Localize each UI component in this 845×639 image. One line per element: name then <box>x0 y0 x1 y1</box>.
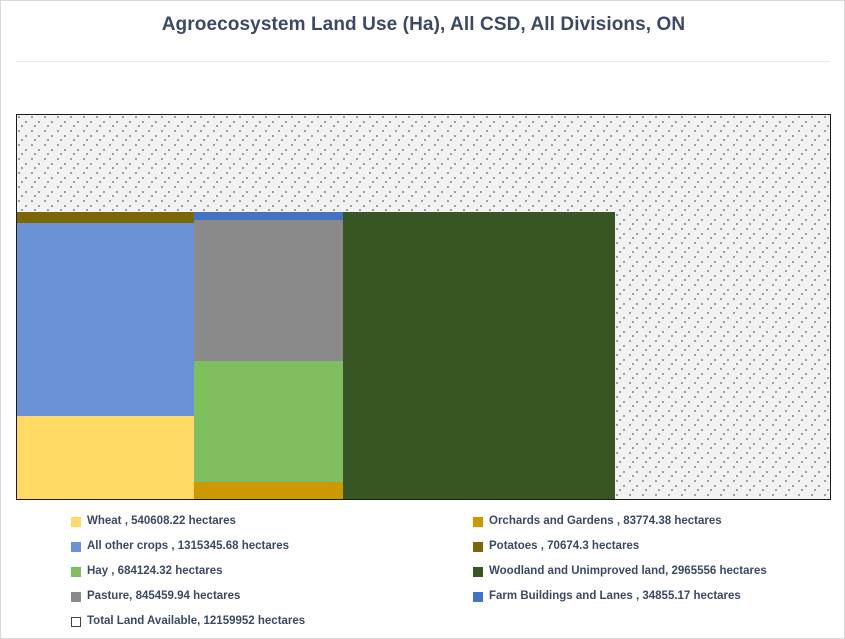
treemap-block-woodland-and-unimproved-land[interactable] <box>343 212 615 499</box>
legend-label-hay: Hay , 684124.32 hectares <box>87 564 223 577</box>
legend-label-wheat: Wheat , 540608.22 hectares <box>87 514 236 527</box>
legend-swatch-farm-buildings-and-lanes-icon <box>473 591 483 602</box>
legend-label-pasture: Pasture, 845459.94 hectares <box>87 589 241 602</box>
legend-swatch-wheat-icon <box>71 516 81 527</box>
legend-item-potatoes[interactable]: Potatoes , 70674.3 hectares <box>473 534 843 559</box>
treemap-block-farm-buildings-and-lanes[interactable] <box>194 212 343 220</box>
chart-title: Agroecosystem Land Use (Ha), All CSD, Al… <box>161 14 686 35</box>
legend-label-total-land-available: Total Land Available, 12159952 hectares <box>87 614 306 627</box>
treemap-block-potatoes[interactable] <box>17 212 194 223</box>
legend-item-wheat[interactable]: Wheat , 540608.22 hectares <box>71 509 461 534</box>
legend-swatch-hay-icon <box>71 566 81 577</box>
treemap-plot-area <box>16 114 831 500</box>
treemap-block-wheat[interactable] <box>17 416 194 499</box>
legend-column-left: Wheat , 540608.22 hectares All other crop… <box>71 509 461 634</box>
title-divider <box>17 61 830 62</box>
legend-label-all-other-crops: All other crops , 1315345.68 hectares <box>87 539 289 552</box>
legend-item-farm-buildings-and-lanes[interactable]: Farm Buildings and Lanes , 34855.17 hect… <box>473 584 843 609</box>
legend-item-total-land-available[interactable]: Total Land Available, 12159952 hectares <box>71 609 461 634</box>
legend-swatch-orchards-and-gardens-icon <box>473 516 483 527</box>
treemap-block-all-other-crops[interactable] <box>17 223 194 416</box>
treemap-block-orchards-and-gardens[interactable] <box>194 482 343 499</box>
chart-legend: Wheat , 540608.22 hectares All other crop… <box>1 509 845 633</box>
treemap-block-hay[interactable] <box>194 361 343 482</box>
legend-swatch-woodland-and-unimproved-land-icon <box>473 566 483 577</box>
legend-swatch-total-land-available-icon <box>71 616 81 627</box>
legend-swatch-all-other-crops-icon <box>71 541 81 552</box>
legend-label-woodland-and-unimproved-land: Woodland and Unimproved land, 2965556 he… <box>489 564 767 577</box>
legend-column-right: Orchards and Gardens , 83774.38 hectares… <box>473 509 843 609</box>
treemap-block-pasture[interactable] <box>194 220 343 361</box>
legend-item-pasture[interactable]: Pasture, 845459.94 hectares <box>71 584 461 609</box>
legend-item-hay[interactable]: Hay , 684124.32 hectares <box>71 559 461 584</box>
legend-label-orchards-and-gardens: Orchards and Gardens , 83774.38 hectares <box>489 514 722 527</box>
legend-label-potatoes: Potatoes , 70674.3 hectares <box>489 539 640 552</box>
legend-label-farm-buildings-and-lanes: Farm Buildings and Lanes , 34855.17 hect… <box>489 589 741 602</box>
legend-swatch-potatoes-icon <box>473 541 483 552</box>
legend-swatch-pasture-icon <box>71 591 81 602</box>
legend-item-woodland-and-unimproved-land[interactable]: Woodland and Unimproved land, 2965556 he… <box>473 559 843 584</box>
legend-item-orchards-and-gardens[interactable]: Orchards and Gardens , 83774.38 hectares <box>473 509 843 534</box>
legend-item-all-other-crops[interactable]: All other crops , 1315345.68 hectares <box>71 534 461 559</box>
